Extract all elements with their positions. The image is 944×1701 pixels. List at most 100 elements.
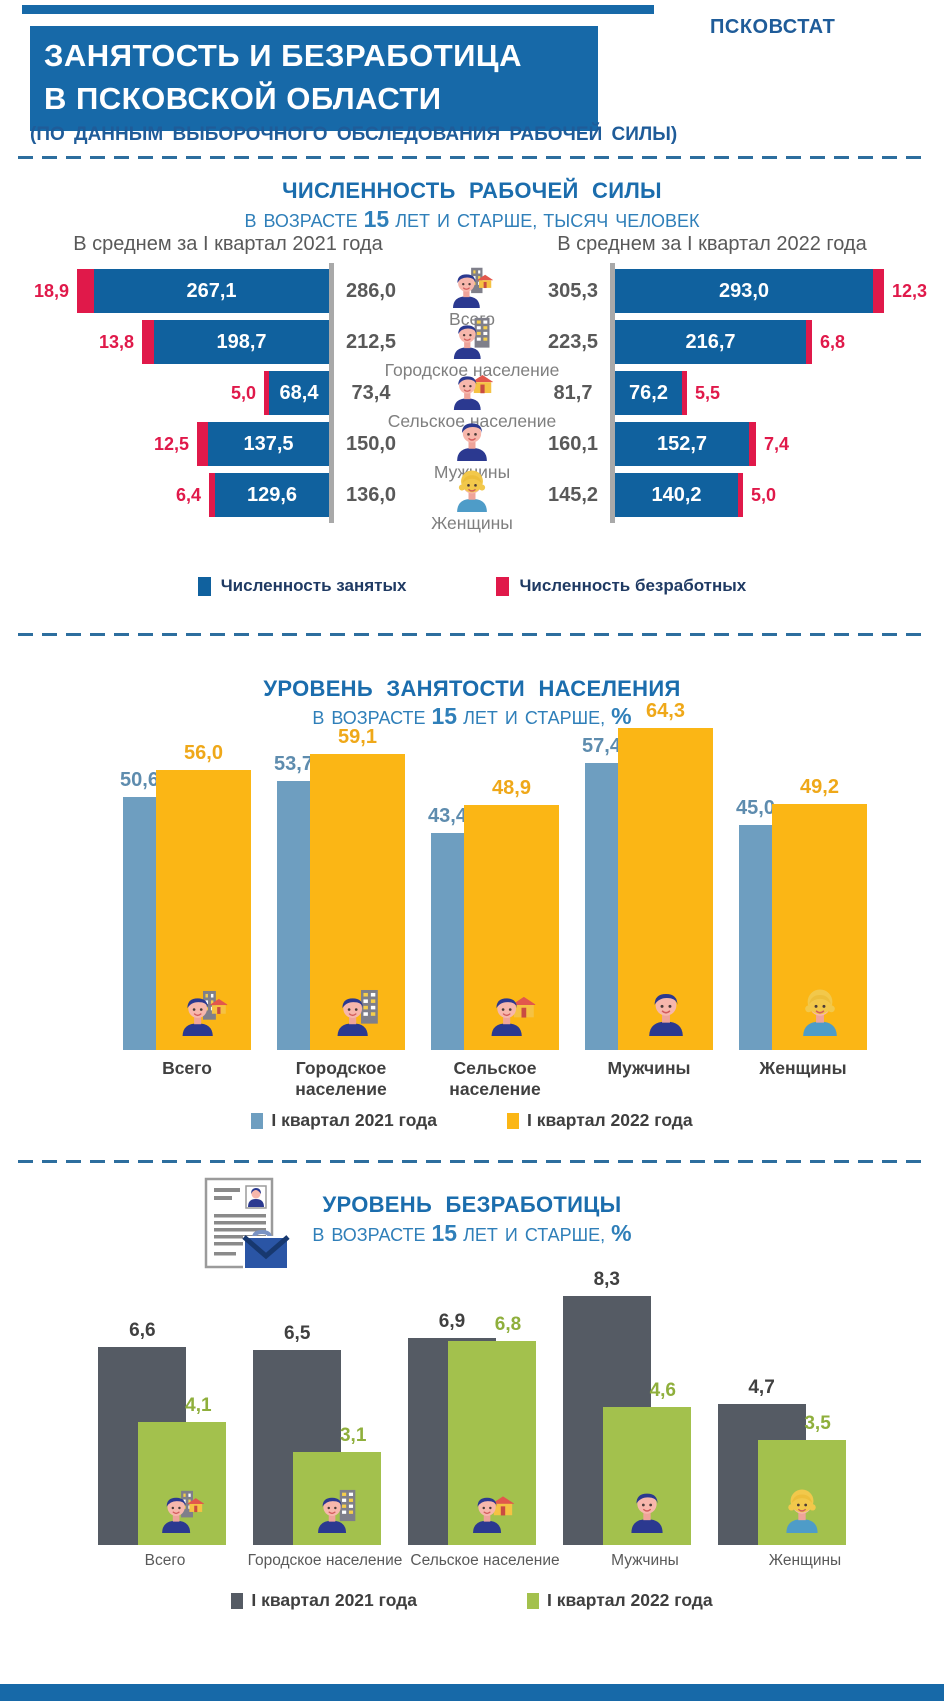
total-value-2021: 212,5 (345, 331, 397, 353)
bar-value-2022: 49,2 (800, 776, 839, 798)
total-value-2021: 150,0 (345, 433, 397, 455)
category: Женщины (408, 470, 536, 533)
bar-value-2021: 4,7 (748, 1377, 775, 1398)
bar-value-2021: 50,6 (120, 769, 159, 791)
labor-row-2022: 76,2 5,5 (615, 371, 937, 415)
employed-bar-2022: 140,2 (615, 473, 738, 517)
category: Городское население (385, 317, 559, 380)
labor-force-legend: Численность занятых Численность безработ… (0, 576, 944, 596)
dashed-divider (18, 1160, 926, 1163)
bar-2022 (772, 804, 867, 1050)
bar-group: 6,9 6,8 (395, 1263, 550, 1545)
legend-item-2021: I квартал 2021 года (231, 1590, 417, 1611)
bar-2022 (602, 1407, 691, 1545)
person-house-icon (491, 996, 536, 1036)
woman-icon (802, 988, 837, 1036)
section3-subtitle: В ВОЗРАСТЕ 15 ЛЕТ И СТАРШЕ,% (0, 1220, 944, 1247)
unemployed-value-2022: 12,3 (892, 280, 928, 301)
unemployed-value-2022: 6,8 (820, 331, 846, 352)
bar-value-2021: 8,3 (593, 1269, 620, 1290)
subtitle-unit: % (611, 1220, 632, 1246)
unemployed-bar-2021 (197, 422, 208, 466)
category-slot: Мужчины (565, 1552, 725, 1570)
legend-label: I квартал 2021 года (271, 1110, 437, 1130)
bar-2021 (277, 781, 310, 1050)
unemployed-value-2022: 5,0 (751, 484, 777, 505)
labor-row-2022: 152,7 7,4 (615, 422, 937, 466)
labor-row-2021: 13,8 198,7 (7, 320, 329, 364)
person-city-house-icon (162, 1490, 205, 1533)
bar-group: 6,5 3,1 (240, 1263, 395, 1545)
bar-value-2021: 6,6 (129, 1320, 156, 1341)
total-value-2021: 73,4 (351, 382, 391, 404)
category-label: Сельское население (449, 1058, 541, 1099)
bar-2022 (464, 805, 559, 1050)
category-label: Всего (144, 1552, 186, 1569)
category-label: Городское население (247, 1552, 403, 1569)
person-city-house-icon (182, 990, 228, 1036)
employed-value-2021: 198,7 (216, 330, 267, 353)
bar-value-2022: 6,8 (494, 1314, 522, 1335)
bar-value-2022: 3,1 (339, 1425, 367, 1446)
dashed-divider (18, 156, 926, 159)
bar-2022 (757, 1440, 846, 1545)
bar-2022 (138, 1422, 227, 1545)
legend-item-2022: I квартал 2022 года (527, 1590, 713, 1611)
unemployed-value-2021: 12,5 (153, 433, 189, 454)
subtitle-mid: ЛЕТ И СТАРШЕ, (463, 1225, 606, 1245)
person-house-icon (473, 1496, 514, 1533)
category: Всего (408, 267, 536, 329)
category-slot: Городское население (264, 1058, 418, 1100)
category-label: Мужчины (611, 1552, 679, 1569)
brand-pskovstat: ПСКОВСТАТ (710, 16, 836, 38)
employed-value-2021: 137,5 (243, 432, 294, 455)
employment-rate-categories: Всего Городское население Сельское населен… (110, 1058, 880, 1100)
category-slot: Всего (110, 1058, 264, 1079)
category-label: Городское население (295, 1058, 387, 1099)
labor-row-2021: 6,4 129,6 (7, 473, 329, 517)
employed-bar-2021: 137,5 (208, 422, 329, 466)
total-value-2022: 305,3 (547, 280, 599, 302)
page-subtitle: (ПО ДАННЫМ ВЫБОРОЧНОГО ОБСЛЕДОВАНИЯ РАБО… (30, 124, 678, 145)
total-value-2022: 145,2 (547, 484, 599, 506)
dashed-divider (18, 633, 926, 636)
category-label: Сельское население (387, 411, 557, 431)
q1-2022-swatch (527, 1592, 539, 1609)
person-city-icon (453, 317, 490, 359)
unemployed-swatch (496, 576, 510, 596)
employed-swatch (197, 576, 211, 596)
unemployed-bar-2022 (682, 371, 687, 415)
total-value-2022: 160,1 (547, 433, 599, 455)
category-slot: Сельское население (405, 1552, 565, 1570)
unemployment-rate-chart: 6,6 4,1 6,5 3,1 6,9 6,8 8,3 4,6 4,7 3,5 (85, 1263, 859, 1545)
category-label: Всего (162, 1058, 212, 1078)
bar-value-2021: 6,9 (438, 1311, 466, 1332)
labor-row-2022: 140,2 5,0 (615, 473, 937, 517)
unemployment-rate-categories: Всего Городское население Сельское населен… (85, 1552, 859, 1570)
subtitle-age: 15 (363, 206, 390, 232)
bar-2022 (618, 728, 713, 1050)
unemployed-bar-2021 (77, 269, 94, 313)
labor-row-2022: 216,7 6,8 (615, 320, 937, 364)
bar-group: 6,6 4,1 (85, 1263, 240, 1545)
legend-label: I квартал 2022 года (527, 1110, 693, 1130)
employed-value-2021: 68,4 (279, 381, 319, 404)
page-title: ЗАНЯТОСТЬ И БЕЗРАБОТИЦА В ПСКОВСКОЙ ОБЛА… (30, 26, 598, 131)
legend-label: I квартал 2021 года (251, 1590, 417, 1610)
subtitle-unit: % (611, 703, 632, 729)
bar-value-2022: 59,1 (338, 726, 377, 748)
man-icon (631, 1493, 663, 1533)
unemployed-value-2022: 7,4 (764, 433, 790, 454)
bar-value-2021: 6,5 (283, 1323, 311, 1344)
bar-2022 (447, 1341, 536, 1545)
employment-rate-chart: 50,6 56,0 53,7 59,1 43,4 48,9 57,4 64,3 45,0 49,2 (110, 700, 880, 1050)
totals-2021: 286,0 212,5 73,4 150,0 136,0 (334, 263, 408, 523)
employed-value-2022: 140,2 (651, 483, 702, 506)
bar-group: 53,7 59,1 (264, 720, 418, 1050)
section2-subtitle: В ВОЗРАСТЕ 15 ЛЕТ И СТАРШЕ,% (0, 703, 944, 730)
person-house-icon (453, 375, 493, 410)
man-icon (648, 993, 683, 1036)
bar-2022 (310, 754, 405, 1050)
employed-bar-2022: 76,2 (615, 371, 682, 415)
q1-2021-swatch (251, 1112, 264, 1129)
